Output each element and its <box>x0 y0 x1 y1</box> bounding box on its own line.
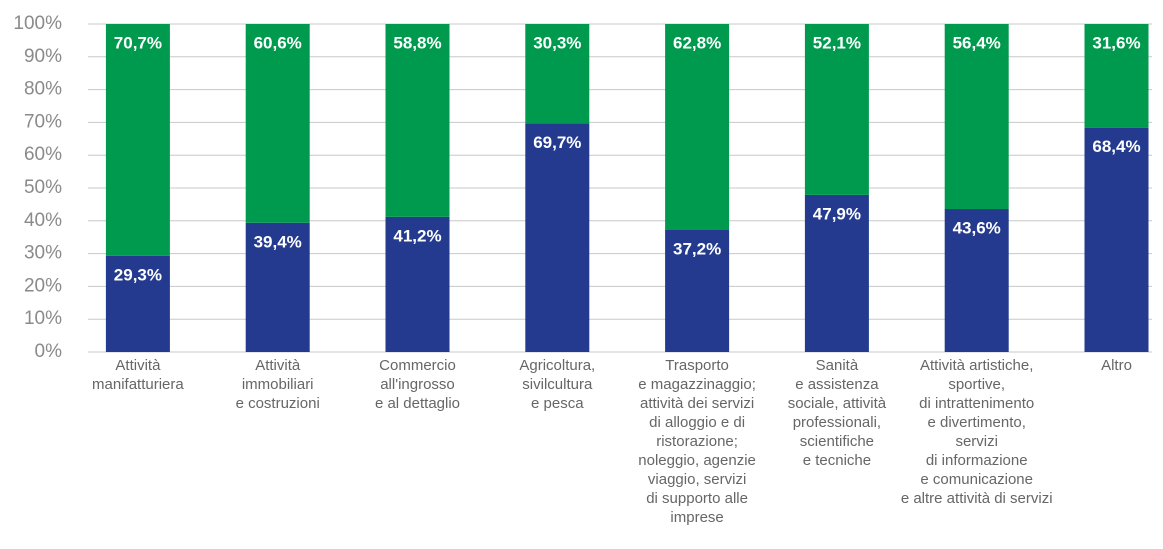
bar-segment <box>804 194 869 352</box>
x-tick-label: Attività manifatturiera <box>92 357 184 393</box>
x-tick-label-line: e magazzinaggio; <box>638 376 756 393</box>
x-tick-label-line: e costruzioni <box>236 395 320 412</box>
bar-segment <box>1084 127 1149 352</box>
x-tick-label-line: Commercio <box>379 357 456 374</box>
x-tick-label-line: scientifiche <box>800 433 874 450</box>
y-tick-label: 40% <box>24 210 62 231</box>
x-tick-label-line: Attività artistiche, <box>920 357 1033 374</box>
x-tick-label-line: e assistenza <box>795 376 879 393</box>
x-tick-label-line: e comunicazione <box>920 471 1033 488</box>
x-tick-label-line: e altre attività di servizi <box>901 490 1053 507</box>
x-tick-label-line: attività dei servizi <box>640 395 754 412</box>
x-tick-label-line: e tecniche <box>803 452 871 469</box>
x-tick-label-line: manifatturiera <box>92 376 184 393</box>
value-label: 29,3% <box>114 265 162 284</box>
bar-segment <box>1084 24 1149 128</box>
bar-segment <box>804 24 869 195</box>
bar-segment <box>245 24 310 223</box>
x-tick-label-line: imprese <box>670 509 723 526</box>
value-label: 52,1% <box>813 33 861 52</box>
x-tick-label-line: sociale, attività <box>788 395 887 412</box>
value-label: 47,9% <box>813 204 861 223</box>
y-tick-label: 20% <box>24 275 62 296</box>
x-tick-label-line: e divertimento, <box>928 414 1026 431</box>
bar-segment <box>105 24 170 256</box>
value-label: 70,7% <box>114 33 162 52</box>
y-tick-label: 70% <box>24 111 62 132</box>
value-label: 58,8% <box>393 33 441 52</box>
x-tick-label: Commercio all'ingrosso e al dettaglio <box>375 357 460 412</box>
bar-segment <box>105 255 170 352</box>
x-tick-label-line: di alloggio e di <box>649 414 745 431</box>
x-tick-label-line: sportive, <box>948 376 1005 393</box>
value-label: 37,2% <box>673 239 721 258</box>
value-label: 56,4% <box>953 33 1001 52</box>
x-tick-label-line: di supporto alle <box>646 490 748 507</box>
value-label: 68,4% <box>1092 137 1140 156</box>
value-label: 39,4% <box>254 232 302 251</box>
x-tick-label-line: Altro <box>1101 357 1132 374</box>
bar-segment <box>665 24 730 230</box>
x-tick-label: Attività immobiliari e costruzioni <box>236 357 320 412</box>
x-tick-label-line: noleggio, agenzie <box>638 452 756 469</box>
bar-segment <box>385 24 450 217</box>
bar-segment <box>245 222 310 352</box>
y-tick-label: 50% <box>24 177 62 198</box>
y-tick-label: 60% <box>24 144 62 165</box>
y-tick-label: 0% <box>35 341 63 362</box>
y-tick-label: 100% <box>13 13 62 34</box>
bar-segment <box>525 24 590 124</box>
x-tick-label: Agricoltura, sivilcultura e pesca <box>519 357 595 412</box>
x-tick-label-line: servizi <box>955 433 998 450</box>
bar-segment <box>944 24 1009 209</box>
y-tick-label: 10% <box>24 308 62 329</box>
bar-segment <box>385 216 450 352</box>
x-tick-label-line: Trasporto <box>665 357 729 374</box>
x-tick-label-line: e pesca <box>531 395 584 412</box>
x-tick-label-line: di informazione <box>926 452 1028 469</box>
bar-segment <box>944 208 1009 352</box>
x-tick-label-line: Attività <box>255 357 301 374</box>
x-tick-label: Sanità e assistenza sociale, attività profe… <box>788 357 887 469</box>
x-tick-label-line: ristorazione; <box>656 433 738 450</box>
y-tick-label: 80% <box>24 79 62 100</box>
x-tick-label: Trasporto e magazzinaggio; attività dei se… <box>638 357 756 526</box>
x-tick-label-line: immobiliari <box>242 376 314 393</box>
x-tick-label-line: professionali, <box>793 414 881 431</box>
x-tick-label-line: all'ingrosso <box>380 376 455 393</box>
value-label: 31,6% <box>1092 33 1140 52</box>
y-tick-label: 30% <box>24 243 62 264</box>
value-label: 41,2% <box>393 226 441 245</box>
x-tick-label-line: di intrattenimento <box>919 395 1034 412</box>
x-tick-label: Attività artistiche, sportive, di intratte… <box>901 357 1053 507</box>
value-label: 69,7% <box>533 133 581 152</box>
bar-segment <box>665 229 730 352</box>
value-label: 60,6% <box>254 33 302 52</box>
x-tick-label-line: e al dettaglio <box>375 395 460 412</box>
bar-segment <box>525 123 590 352</box>
value-label: 30,3% <box>533 33 581 52</box>
y-tick-label: 90% <box>24 46 62 67</box>
x-tick-label-line: Agricoltura, <box>519 357 595 374</box>
x-tick-label-line: Attività <box>115 357 161 374</box>
x-tick-label: Altro <box>1101 357 1132 374</box>
x-tick-label-line: Sanità <box>816 357 859 374</box>
x-tick-label-line: sivilcultura <box>522 376 593 393</box>
value-label: 43,6% <box>953 218 1001 237</box>
x-tick-label-line: viaggio, servizi <box>648 471 746 488</box>
value-label: 62,8% <box>673 33 721 52</box>
